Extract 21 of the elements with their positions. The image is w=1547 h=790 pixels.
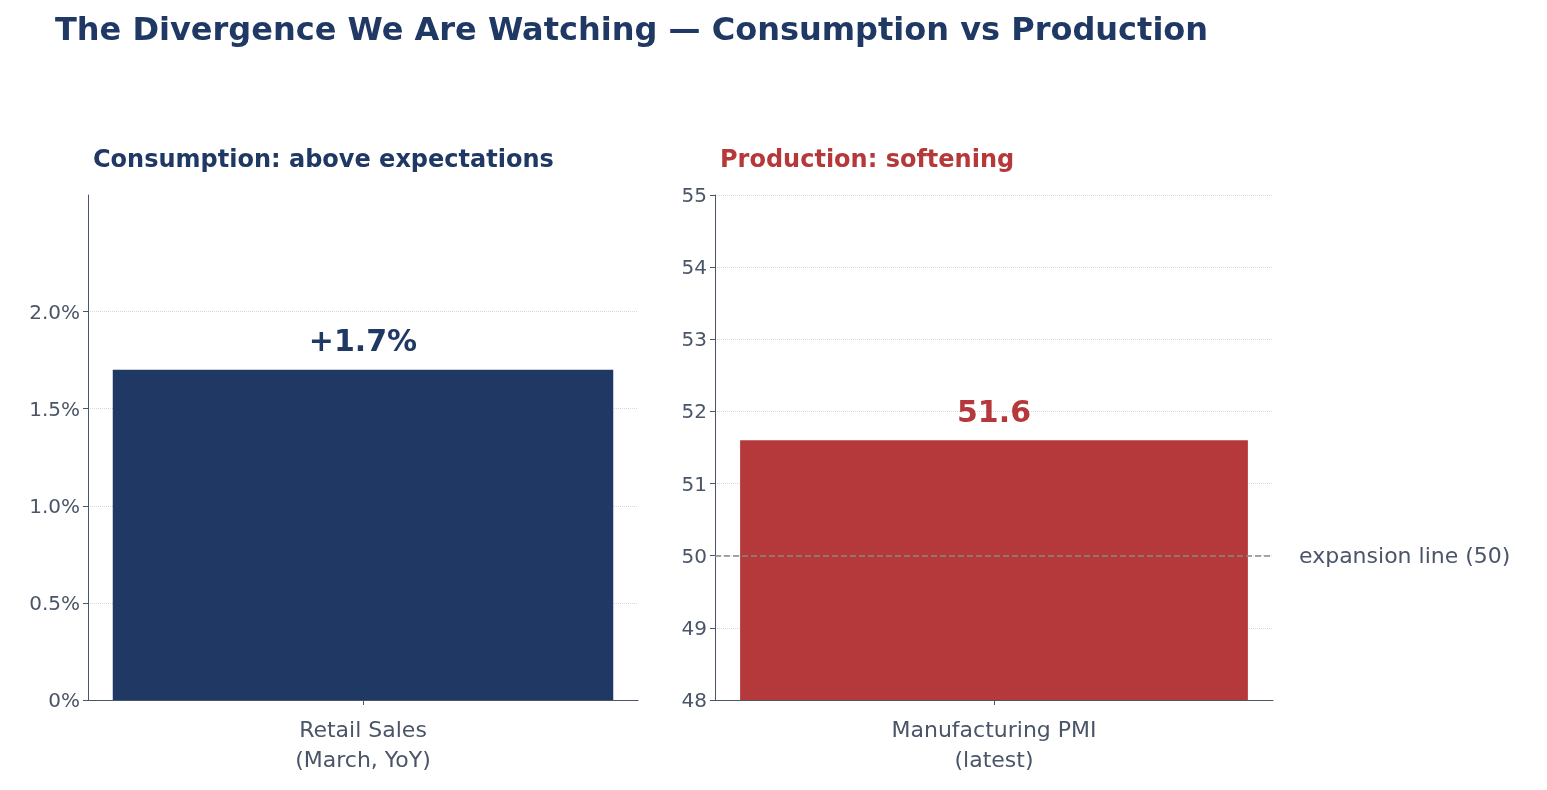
y-tick-label: 1.0% [29,493,80,518]
data-label: 51.6 [956,393,1032,429]
chart-title: The Divergence We Are Watching — Consumption vs Production [55,10,1209,48]
chart-subtitle: Consumption: above expectations [93,145,554,173]
chart-subtitle: Production: softening [720,145,1015,173]
y-tick-label: 48 [681,688,707,712]
y-tick-label: 50 [681,543,707,568]
y-tick-label: 53 [681,327,707,352]
y-tick-label: 2.0% [29,299,80,324]
y-tick-label: 0% [48,688,80,712]
x-tick-label: Retail Sales (March, YoY) [295,716,431,772]
y-tick-label: 52 [681,399,707,424]
y-tick-label: 55 [681,183,707,207]
y-tick-label: 51 [681,471,707,496]
ref-line-label: expansion line (50) [1299,543,1511,569]
x-tick-label: Manufacturing PMI (latest) [891,716,1097,772]
y-tick-label: 49 [681,615,707,640]
y-tick-label: 1.5% [29,396,80,421]
y-tick-label: 54 [681,255,707,280]
data-label: +1.7% [308,323,418,359]
y-tick-label: 0.5% [29,590,80,615]
